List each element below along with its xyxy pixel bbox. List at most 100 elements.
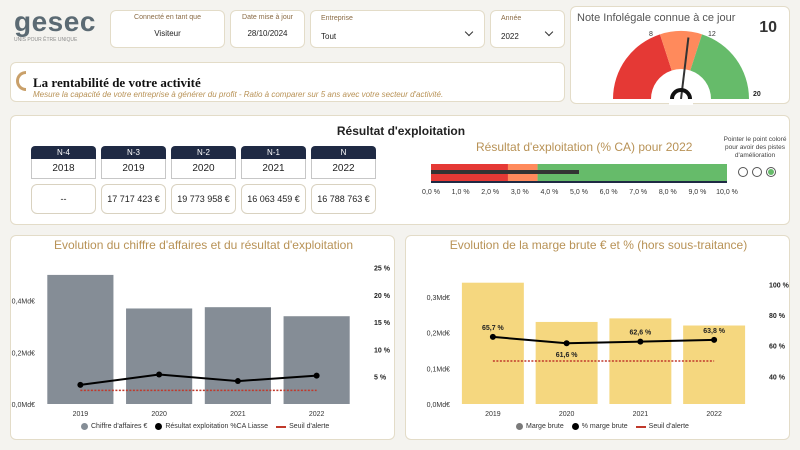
point-label: 62,6 % [629, 330, 652, 337]
revenue-chart-card: Evolution du chiffre d'affaires et du ré… [10, 235, 395, 440]
legend-result: Résultat exploitation %CA Liasse [165, 423, 269, 430]
logo: gesec UNIS POUR ÊTRE UNIQUE [14, 8, 104, 48]
line-point[interactable] [156, 371, 163, 378]
bar[interactable] [126, 308, 193, 404]
x-tick-label: 2019 [73, 411, 89, 418]
connected-user-card: Connecté en tant que Visiteur [110, 10, 225, 48]
year-column-label: N-3 [101, 146, 166, 159]
zone-green [537, 164, 727, 182]
line-point[interactable] [563, 340, 570, 347]
bar[interactable] [535, 321, 598, 404]
year-select[interactable]: Année 2022 [490, 10, 565, 48]
connected-label: Connecté en tant que [134, 14, 201, 21]
chart2-legend: Marge brute % marge brute Seuil d'alerte [516, 423, 689, 430]
series-line [80, 373, 317, 386]
x-tick-label: 2020 [151, 411, 167, 418]
y-right-tick-label: 25 % [374, 265, 391, 272]
year-column-year: 2020 [171, 159, 236, 179]
infolegale-gauge-card: Note Infolégale connue à ce jour 10 8 12… [570, 6, 790, 105]
year-column-amount: 19 773 958 € [171, 184, 236, 214]
x-tick-label: 2020 [559, 411, 575, 418]
chart2-title: Evolution de la marge brute € et % (hors… [449, 238, 748, 252]
bullet-tick-label: 8,0 % [659, 189, 677, 196]
connected-value: Visiteur [154, 29, 181, 38]
exploitation-bullet-chart: 0,0 % 1,0 % 2,0 % 3,0 % 4,0 % 5,0 % 6,0 % 7,0 %… [422, 164, 738, 196]
y-right-tick-label: 20 % [374, 293, 391, 300]
gauge-title: Note Infolégale connue à ce jour [577, 12, 736, 24]
chevron-down-icon [544, 27, 554, 37]
gauge-tick-12: 12 [708, 31, 716, 38]
logo-tagline: UNIS POUR ÊTRE UNIQUE [14, 37, 78, 43]
legend-threshold: Seuil d'alerte [289, 423, 330, 430]
bullet-tick-label: 7,0 % [629, 189, 647, 196]
company-select[interactable]: Entreprise Tout [310, 10, 485, 48]
company-value: Tout [321, 32, 337, 41]
line-point[interactable] [711, 336, 718, 343]
update-date-card: Date mise à jour 28/10/2024 [230, 10, 305, 48]
bullet-tick-label: 6,0 % [600, 189, 618, 196]
bar-title: Résultat d'exploitation (% CA) pour 2022 [476, 140, 693, 154]
bullet-tick-label: 0,0 % [422, 189, 440, 196]
hint-dot-green[interactable] [766, 167, 776, 177]
y-left-tick-label: 0,0Md€ [12, 402, 35, 409]
hint-dot-orange[interactable] [752, 167, 762, 177]
year-column-label: N [311, 146, 376, 159]
bullet-tick-label: 3,0 % [511, 189, 529, 196]
legend-revenue: Chiffre d'affaires € [91, 423, 148, 430]
update-date-label: Date mise à jour [242, 14, 293, 21]
year-label: Année [501, 15, 522, 22]
hint-text: Pointer le point coloré pour avoir des p… [723, 136, 787, 159]
bar[interactable] [283, 316, 350, 404]
x-tick-label: 2021 [633, 411, 649, 418]
bar[interactable] [204, 307, 271, 404]
year-column-label: N-4 [31, 146, 96, 159]
y-right-tick-label: 15 % [374, 320, 391, 327]
section-title: La rentabilité de votre activité [33, 75, 201, 90]
year-column-year: 2018 [31, 159, 96, 179]
line-point[interactable] [234, 378, 241, 385]
section-subtitle: Mesure la capacité de votre entreprise à… [33, 90, 444, 99]
revenue-chart: 0,0Md€ 0,2Md€ 0,4Md€ 5 % 10 % 15 % 20 % 25 % 201… [12, 265, 391, 418]
point-label: 61,6 % [556, 352, 579, 359]
gauge-zone-orange [659, 31, 703, 71]
exploitation-title: Résultat d'exploitation [336, 124, 466, 138]
gauge-zone-red [613, 34, 672, 99]
hint-dot-red[interactable] [738, 167, 748, 177]
y-left-tick-label: 0,0Md€ [427, 402, 450, 409]
legend-margin: Marge brute [526, 423, 564, 430]
update-date-value: 28/10/2024 [247, 29, 288, 38]
section-accent-icon [16, 71, 26, 91]
y-left-tick-label: 0,3Md€ [427, 295, 450, 302]
gauge-score: 10 [759, 19, 777, 36]
legend-margin-pct: % marge brute [581, 423, 628, 430]
exploitation-panel: Résultat d'exploitation N-4 2018 -- N-3 2019… [10, 115, 790, 225]
bullet-tick-label: 10,0 % [716, 189, 738, 196]
x-tick-label: 2022 [309, 411, 325, 418]
year-column-year: 2021 [241, 159, 306, 179]
y-right-tick-label: 80 % [769, 313, 786, 320]
y-right-tick-label: 10 % [374, 347, 391, 354]
line-point[interactable] [489, 333, 496, 340]
y-right-tick-label: 100 % [769, 282, 790, 289]
year-column-label: N-2 [171, 146, 236, 159]
chart1-title: Evolution du chiffre d'affaires et du ré… [54, 238, 353, 252]
line-point[interactable] [313, 372, 320, 379]
year-column-amount: 16 788 763 € [311, 184, 376, 214]
year-value: 2022 [501, 32, 519, 41]
bar[interactable] [461, 282, 524, 404]
bullet-tick-label: 1,0 % [452, 189, 470, 196]
line-point[interactable] [637, 338, 644, 345]
year-column-amount: 16 063 459 € [241, 184, 306, 214]
chevron-down-icon [464, 27, 474, 37]
section-header: La rentabilité de votre activité Mesure … [10, 62, 565, 102]
year-column-amount: -- [31, 184, 96, 214]
x-tick-label: 2022 [706, 411, 722, 418]
y-left-tick-label: 0,4Md€ [12, 299, 35, 306]
logo-wordmark: gesec [14, 6, 96, 37]
bullet-tick-label: 2,0 % [481, 189, 499, 196]
x-tick-label: 2021 [230, 411, 246, 418]
gauge-chart: 8 12 20 [613, 31, 761, 105]
year-column-label: N-1 [241, 146, 306, 159]
gauge-max-label: 20 [753, 91, 761, 98]
line-point[interactable] [77, 381, 84, 388]
